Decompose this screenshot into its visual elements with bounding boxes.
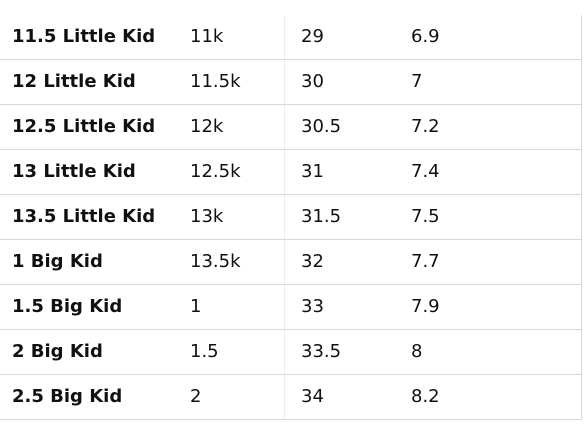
size-value-col2: 12.5k: [190, 161, 241, 182]
size-value-col4: 7.2: [411, 116, 440, 137]
table-row: 13 Little Kid 12.5k 31 7.4: [0, 150, 581, 195]
size-value-col3: 31: [301, 161, 324, 182]
size-value-col3: 33.5: [301, 341, 342, 362]
size-value-col4: 7.5: [411, 206, 440, 227]
size-value-col4: 8.2: [411, 386, 440, 407]
size-label: 2 Big Kid: [12, 341, 103, 362]
size-label: 13 Little Kid: [12, 161, 136, 182]
table-row: 13.5 Little Kid 13k 31.5 7.5: [0, 195, 581, 240]
size-value-col4: 7.4: [411, 161, 440, 182]
size-value-col4: 7: [411, 71, 423, 92]
size-label: 12 Little Kid: [12, 71, 136, 92]
size-value-col3: 33: [301, 296, 324, 317]
size-value-col2: 11.5k: [190, 71, 241, 92]
size-chart-table: 11.5 Little Kid 11k 29 6.9 12 Little Kid…: [0, 15, 582, 420]
size-value-col2: 12k: [190, 116, 224, 137]
size-label: 11.5 Little Kid: [12, 26, 156, 47]
size-value-col2: 13k: [190, 206, 224, 227]
size-value-col3: 31.5: [301, 206, 342, 227]
column-divider: [284, 15, 285, 420]
table-row: 1 Big Kid 13.5k 32 7.7: [0, 240, 581, 285]
size-value-col3: 30.5: [301, 116, 342, 137]
size-value-col4: 8: [411, 341, 423, 362]
size-value-col4: 6.9: [411, 26, 440, 47]
size-label: 12.5 Little Kid: [12, 116, 156, 137]
size-label: 1.5 Big Kid: [12, 296, 123, 317]
size-value-col3: 29: [301, 26, 324, 47]
size-value-col2: 1.5: [190, 341, 219, 362]
table-row: 12 Little Kid 11.5k 30 7: [0, 60, 581, 105]
size-value-col2: 13.5k: [190, 251, 241, 272]
table-row: 11.5 Little Kid 11k 29 6.9: [0, 15, 581, 60]
size-value-col2: 1: [190, 296, 202, 317]
size-label: 13.5 Little Kid: [12, 206, 156, 227]
table-row: 2.5 Big Kid 2 34 8.2: [0, 375, 581, 420]
table-row: 2 Big Kid 1.5 33.5 8: [0, 330, 581, 375]
size-value-col2: 11k: [190, 26, 224, 47]
size-value-col4: 7.9: [411, 296, 440, 317]
table-row: 1.5 Big Kid 1 33 7.9: [0, 285, 581, 330]
size-label: 2.5 Big Kid: [12, 386, 123, 407]
size-value-col3: 34: [301, 386, 324, 407]
size-value-col2: 2: [190, 386, 202, 407]
table-row: 12.5 Little Kid 12k 30.5 7.2: [0, 105, 581, 150]
size-value-col3: 30: [301, 71, 324, 92]
size-value-col3: 32: [301, 251, 324, 272]
size-label: 1 Big Kid: [12, 251, 103, 272]
size-value-col4: 7.7: [411, 251, 440, 272]
